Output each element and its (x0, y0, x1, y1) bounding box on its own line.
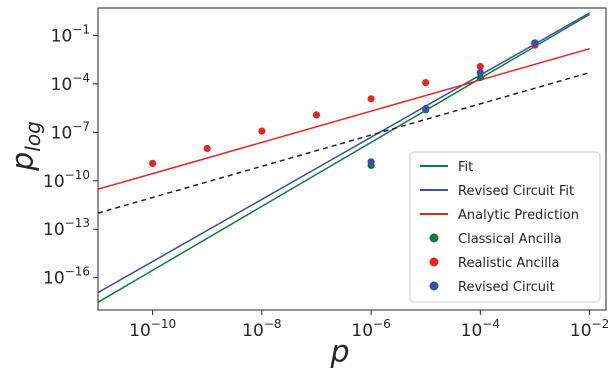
legend-swatch-point (429, 233, 439, 243)
point-realistic-ancilla (422, 79, 430, 87)
point-revised-circuit (422, 104, 430, 113)
point-revised-circuit (476, 69, 484, 77)
legend: Fit Revised Circuit Fit Analytic Predictio… (409, 151, 601, 303)
y-axis-title: plog (6, 121, 45, 172)
legend-label: Revised Circuit Fit (458, 184, 574, 199)
point-realistic-ancilla (476, 62, 484, 71)
series-line-fit (98, 13, 590, 303)
y-axis-title-sub: log (21, 121, 45, 152)
y-tick-label: 10−16 (43, 265, 90, 289)
plot-frame (97, 7, 607, 311)
legend-swatch-point (429, 257, 439, 267)
point-realistic-ancilla (258, 127, 266, 135)
series-line-reference-dashed (98, 71, 590, 214)
legend-label: Realistic Ancilla (458, 256, 559, 271)
plot-marks (98, 12, 590, 303)
legend-swatch-point (429, 281, 439, 291)
point-realistic-ancilla (203, 144, 211, 153)
legend-box (409, 151, 601, 303)
x-tick-label: 10−10 (129, 317, 176, 341)
series-line-analytic-prediction (98, 47, 590, 190)
y-tick-label: 10−7 (51, 119, 90, 143)
legend-label: Classical Ancilla (458, 232, 562, 247)
x-tick-label: 10−8 (242, 317, 281, 341)
legend-label: Revised Circuit (458, 280, 555, 295)
svg-text:plog: plog (6, 121, 45, 172)
point-revised-circuit (367, 158, 375, 166)
x-tick-label: 10−2 (570, 317, 609, 341)
y-axis-title-main: p (6, 152, 41, 172)
y-axis-ticks: 10−16 10−13 10−10 10−7 10−4 10−1 (43, 22, 98, 289)
legend-label: Analytic Prediction (458, 208, 579, 223)
y-tick-label: 10−4 (51, 71, 90, 95)
point-revised-circuit (531, 39, 539, 47)
x-axis-title: p (329, 335, 349, 369)
point-realistic-ancilla (367, 95, 375, 103)
legend-label: Fit (458, 160, 473, 175)
x-axis-ticks: 10−10 10−8 10−6 10−4 10−2 (129, 310, 609, 341)
y-tick-label: 10−10 (43, 168, 90, 192)
series-line-revised-circuit-fit (98, 12, 590, 294)
x-tick-label: 10−4 (461, 317, 500, 341)
point-realistic-ancilla (149, 159, 157, 167)
point-realistic-ancilla (312, 111, 321, 119)
y-tick-label: 10−13 (43, 216, 90, 240)
y-tick-label: 10−1 (51, 22, 90, 46)
x-tick-label: 10−6 (351, 317, 390, 341)
